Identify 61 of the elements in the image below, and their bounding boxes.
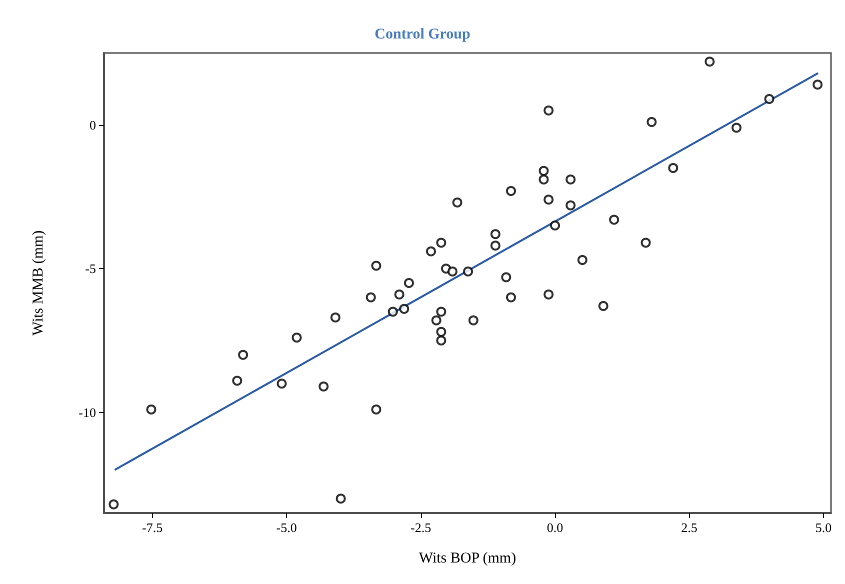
point [366, 292, 376, 302]
point [426, 246, 436, 256]
point [436, 306, 446, 317]
point [538, 174, 549, 184]
x-axis-title: Wits BOP (mm) [418, 550, 516, 566]
point [388, 306, 398, 317]
point [566, 174, 576, 184]
point [544, 290, 554, 300]
x-tick-label: 5.0 [815, 520, 832, 535]
point [146, 404, 156, 414]
point [318, 382, 329, 392]
point [276, 378, 287, 389]
y-tick-label: 0 [90, 117, 96, 132]
point [544, 194, 554, 205]
point [550, 220, 560, 230]
point [668, 163, 678, 173]
point [506, 292, 516, 302]
point [468, 315, 478, 326]
point [336, 494, 346, 504]
point [404, 278, 414, 288]
point [371, 260, 382, 271]
point [452, 198, 462, 208]
point [436, 238, 446, 248]
chart-title: Control Group [374, 26, 470, 42]
y-tick-label: -10 [78, 404, 96, 420]
point [640, 238, 651, 248]
point [108, 499, 119, 510]
x-tick-label: -7.5 [142, 520, 163, 535]
point [436, 326, 446, 337]
y-tick-label: -5 [85, 261, 96, 276]
point [447, 266, 458, 276]
point [704, 56, 715, 67]
point [544, 106, 554, 116]
point [538, 166, 549, 176]
point [399, 304, 410, 314]
x-tick-label: 2.5 [681, 520, 698, 535]
point [646, 117, 657, 127]
point [371, 404, 382, 414]
point [292, 332, 302, 343]
point [598, 301, 608, 311]
point [463, 266, 474, 276]
point [330, 312, 340, 322]
point [566, 200, 576, 210]
point [431, 315, 442, 326]
point [609, 214, 620, 225]
point [577, 255, 588, 265]
point [501, 272, 512, 282]
point [732, 122, 742, 133]
point [764, 94, 774, 104]
point [436, 336, 446, 346]
y-axis-title: Wits MMB (mm) [30, 230, 46, 336]
point [506, 186, 516, 196]
point [812, 80, 823, 90]
x-tick-label: -5.0 [276, 520, 297, 535]
point [232, 376, 242, 386]
point [490, 229, 500, 240]
point [238, 350, 248, 360]
point [394, 290, 404, 300]
x-tick-label: -2.5 [410, 520, 432, 535]
x-tick-label: 0.0 [546, 520, 564, 535]
point [490, 240, 500, 251]
